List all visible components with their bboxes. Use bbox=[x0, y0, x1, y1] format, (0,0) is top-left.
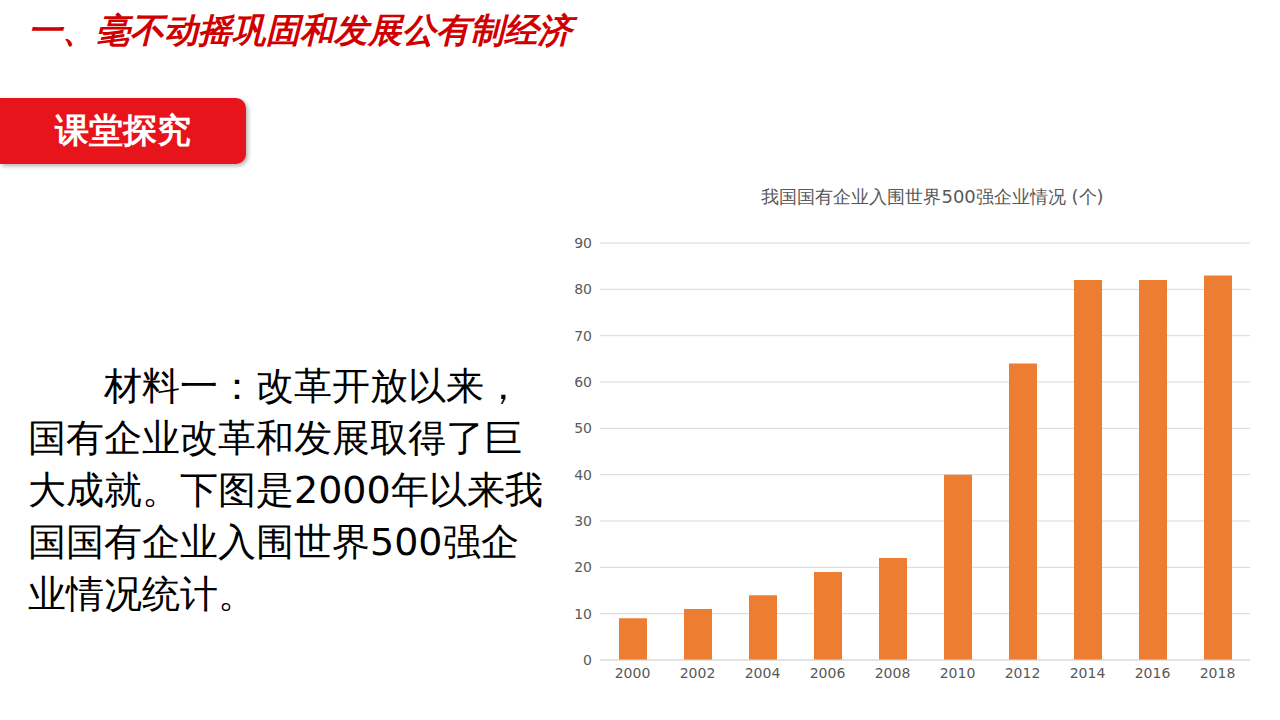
svg-text:2014: 2014 bbox=[1070, 665, 1106, 681]
html-text:课堂探究: 课堂探究 bbox=[55, 110, 191, 150]
svg-text:90: 90 bbox=[574, 235, 592, 251]
svg-text:2016: 2016 bbox=[1135, 665, 1171, 681]
svg-text:2010: 2010 bbox=[940, 665, 976, 681]
svg-text:0: 0 bbox=[583, 652, 592, 668]
svg-text:80: 80 bbox=[574, 281, 592, 297]
svg-text:2000: 2000 bbox=[615, 665, 651, 681]
svg-text:20: 20 bbox=[574, 559, 592, 575]
svg-text:70: 70 bbox=[574, 328, 592, 344]
svg-text:2018: 2018 bbox=[1200, 665, 1236, 681]
html-text:我国国有企业入围世界500强企业情况 (个): 我国国有企业入围世界500强企业情况 (个) bbox=[761, 186, 1104, 207]
svg-text:2012: 2012 bbox=[1005, 665, 1041, 681]
svg-text:2002: 2002 bbox=[680, 665, 716, 681]
svg-text:30: 30 bbox=[574, 513, 592, 529]
svg-text:2006: 2006 bbox=[810, 665, 846, 681]
svg-text:40: 40 bbox=[574, 467, 592, 483]
svg-text:50: 50 bbox=[574, 420, 592, 436]
svg-text:10: 10 bbox=[574, 606, 592, 622]
svg-text:2004: 2004 bbox=[745, 665, 781, 681]
svg-text:2008: 2008 bbox=[875, 665, 911, 681]
html-text:一、毫不动摇巩固和发展公有制经济: 一、毫不动摇巩固和发展公有制经济 bbox=[28, 10, 572, 50]
html-text:材料一：改革开放以来，国有企业改革和发展取得了巨大成就。下图: 材料一：改革开放以来，国有企业改革和发展取得了巨大成就。下图是2000年以来我国… bbox=[28, 364, 543, 616]
svg-text:60: 60 bbox=[574, 374, 592, 390]
